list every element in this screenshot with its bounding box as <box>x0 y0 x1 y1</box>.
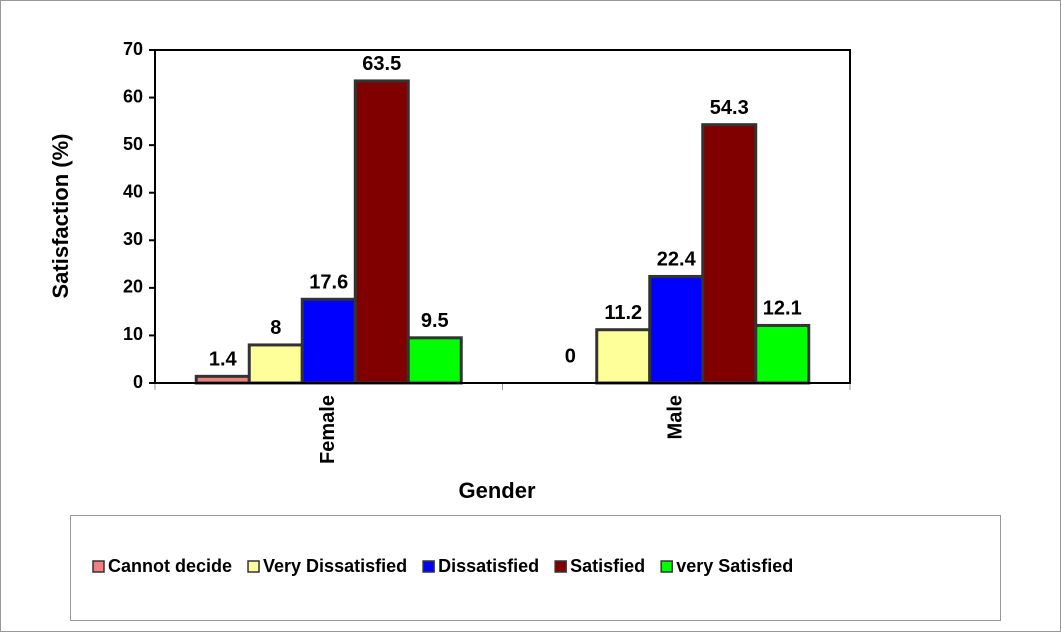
x-tick-label: Male <box>665 395 687 439</box>
y-tick-label: 0 <box>133 372 143 392</box>
legend-swatch <box>422 560 435 573</box>
bar <box>595 328 652 385</box>
y-tick-label: 10 <box>123 324 143 344</box>
data-label: 17.6 <box>309 272 348 294</box>
data-label: 54.3 <box>710 97 749 119</box>
data-label: 0 <box>565 345 576 367</box>
plot-area <box>154 49 851 384</box>
y-axis-title: Satisfaction (%) <box>48 133 73 298</box>
data-label: 9.5 <box>421 310 449 332</box>
y-tick-label: 70 <box>123 39 143 59</box>
bar <box>353 79 410 385</box>
data-label: 1.4 <box>209 349 238 371</box>
bar <box>300 297 357 385</box>
legend-swatch <box>247 560 260 573</box>
legend-box <box>70 515 1001 621</box>
bar <box>701 123 758 385</box>
x-axis-title: Gender <box>458 478 535 503</box>
legend-swatch <box>660 560 673 573</box>
bar <box>648 274 705 385</box>
data-label: 11.2 <box>604 302 642 324</box>
legend-label: Satisfied <box>570 556 645 576</box>
y-tick-label: 30 <box>123 229 143 249</box>
bar <box>406 336 463 385</box>
bar <box>754 323 811 385</box>
legend-label: Cannot decide <box>108 556 232 576</box>
y-tick-label: 20 <box>123 277 143 297</box>
legend-swatch <box>554 560 567 573</box>
bar <box>247 343 304 385</box>
data-label: 22.4 <box>657 249 697 271</box>
y-tick-label: 60 <box>123 86 143 106</box>
y-tick-label: 50 <box>123 134 143 154</box>
legend-swatch <box>92 560 105 573</box>
x-tick-label: Female <box>317 395 339 464</box>
data-label: 12.1 <box>763 298 802 320</box>
legend-label: very Satisfied <box>676 556 793 576</box>
legend-label: Dissatisfied <box>438 556 539 576</box>
y-tick-label: 40 <box>123 181 143 201</box>
legend-label: Very Dissatisfied <box>263 556 407 576</box>
data-label: 8 <box>270 317 281 339</box>
data-label: 63.5 <box>362 53 401 75</box>
